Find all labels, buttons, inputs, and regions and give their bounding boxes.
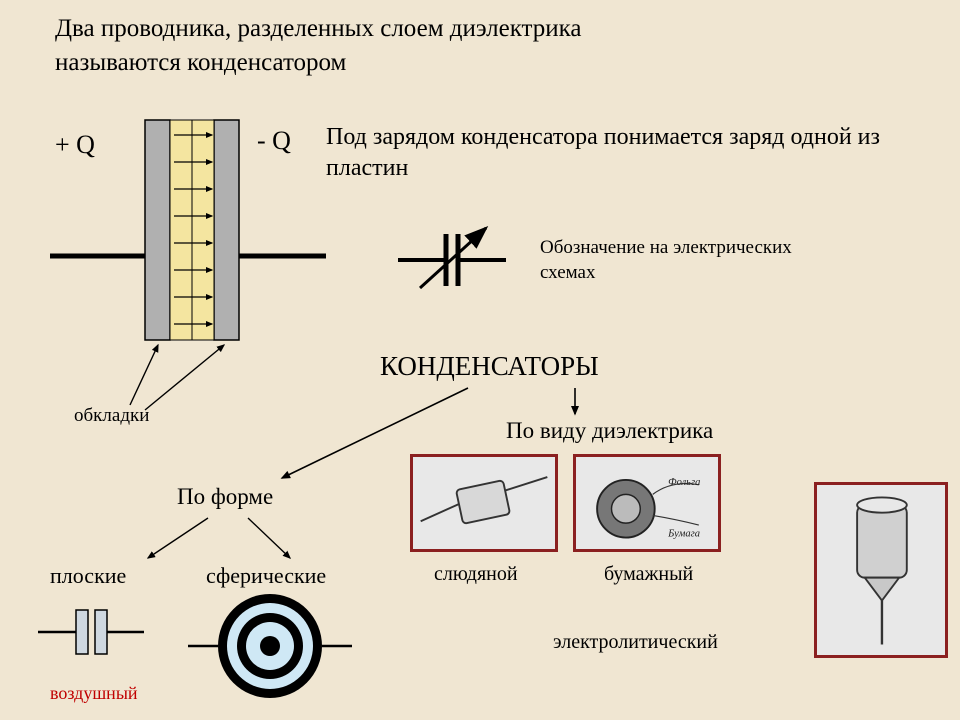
slyudanoy-image bbox=[413, 457, 555, 549]
elektrolit-image-box bbox=[814, 482, 948, 658]
capacitor-cross-section bbox=[50, 120, 326, 340]
elektrolit-image bbox=[817, 485, 945, 655]
flat-capacitor-icon bbox=[38, 610, 144, 654]
spherical-capacitor-icon bbox=[188, 594, 352, 698]
po-forme-arrows bbox=[148, 518, 290, 558]
slyudanoy-image-box bbox=[410, 454, 558, 552]
obkladki-arrows bbox=[130, 345, 224, 410]
svg-text:Фольга: Фольга bbox=[668, 477, 700, 488]
capacitor-symbol bbox=[398, 228, 506, 288]
bumazhny-image-box: Фольга Бумага bbox=[573, 454, 721, 552]
svg-text:Бумага: Бумага bbox=[667, 529, 700, 540]
bumazhny-image: Фольга Бумага bbox=[576, 457, 718, 549]
